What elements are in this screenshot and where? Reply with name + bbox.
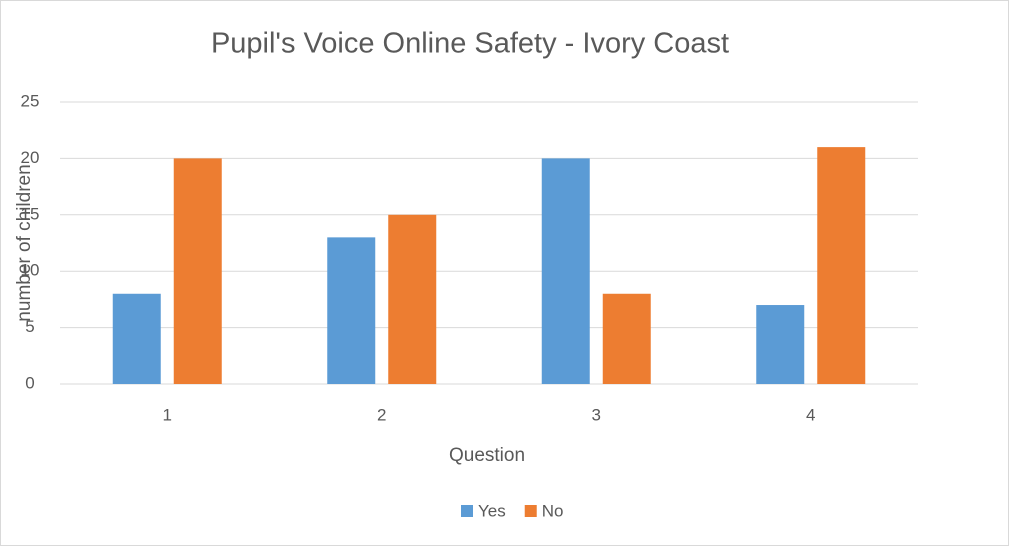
x-tick-label: 4 [806,405,815,424]
x-tick-label: 3 [592,405,601,424]
bar [602,293,651,384]
bar [756,305,805,384]
x-tick-label: 1 [163,405,172,424]
bar [112,293,161,384]
x-tick-label: 2 [377,405,386,424]
y-tick-label: 10 [21,261,40,280]
y-tick-label: 15 [21,204,40,223]
y-tick-label: 5 [25,317,34,336]
y-tick-label: 25 [21,91,40,110]
bar [541,158,590,384]
y-axis-label: number of children [14,164,35,321]
y-tick-label: 20 [21,148,40,167]
legend-swatch [524,505,537,517]
x-axis-label: Question [449,445,525,466]
bar [388,214,437,384]
bar [817,147,866,384]
bar [327,237,376,384]
legend-label: No [542,501,564,520]
legend-label: Yes [478,501,506,520]
legend-swatch [461,505,473,517]
chart-title: Pupil's Voice Online Safety - Ivory Coas… [211,28,729,60]
bar [173,158,222,384]
y-tick-label: 0 [25,373,34,392]
